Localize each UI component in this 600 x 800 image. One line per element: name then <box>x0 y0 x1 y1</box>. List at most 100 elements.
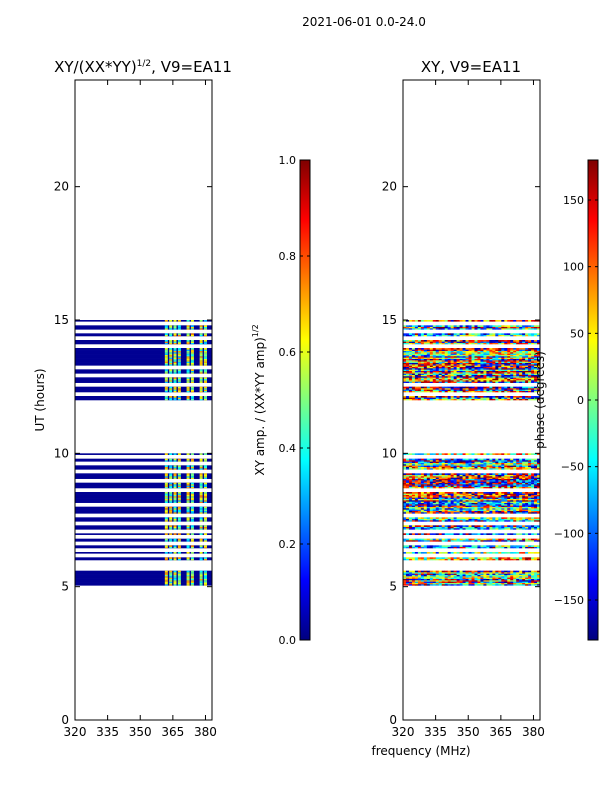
heat-cell <box>522 576 526 578</box>
heat-cell <box>525 478 529 481</box>
heat-cell <box>510 397 514 399</box>
heat-cell <box>486 473 490 475</box>
heat-cell <box>504 462 508 465</box>
heat-cell <box>432 378 437 381</box>
heat-cell <box>408 481 413 483</box>
heat-cell <box>444 574 448 577</box>
heat-cell <box>411 453 416 455</box>
heat-cell <box>474 390 478 393</box>
heat-cell <box>408 365 413 367</box>
heat-cell <box>403 497 407 499</box>
heat-cell <box>528 484 532 486</box>
heat-cell <box>534 580 538 582</box>
heat-cell <box>522 473 526 475</box>
heat-cell <box>453 356 457 358</box>
heat-cell <box>177 380 181 382</box>
heat-cell <box>177 328 181 330</box>
heat-cell <box>444 570 448 573</box>
heat-cell <box>199 466 203 469</box>
heat-cell <box>528 388 532 390</box>
heat-cell <box>498 485 502 487</box>
heat-cell <box>414 372 419 374</box>
heat-row <box>75 508 212 510</box>
heat-cell <box>516 520 520 522</box>
heat-cell <box>190 326 194 329</box>
heat-cell <box>462 533 466 535</box>
heat-cell <box>471 398 475 401</box>
heat-cell <box>486 528 490 530</box>
heat-cell <box>459 365 463 367</box>
heat-cell <box>441 460 445 462</box>
heat-cell <box>405 377 410 379</box>
heat-cell <box>169 581 173 583</box>
heat-cell <box>435 480 440 482</box>
heat-cell <box>513 377 517 379</box>
x-tick-label: 350 <box>129 725 152 739</box>
heat-cell <box>507 505 511 507</box>
heat-cell <box>462 370 466 373</box>
heat-cell <box>164 354 168 357</box>
heat-cell <box>429 484 434 486</box>
heat-cell <box>411 492 416 494</box>
heat-cell <box>522 528 526 530</box>
heat-cell <box>459 508 463 510</box>
heat-cell <box>519 533 523 535</box>
heat-cell <box>459 357 463 359</box>
heat-cell <box>203 328 207 330</box>
heat-cell <box>177 582 181 585</box>
heat-cell <box>447 492 451 494</box>
heat-cell <box>444 369 448 371</box>
heat-cell <box>405 525 410 527</box>
heat-cell <box>537 484 540 486</box>
heat-cell <box>186 528 190 530</box>
heat-cell <box>447 525 451 527</box>
heat-cell <box>429 357 434 359</box>
heat-cell <box>483 360 487 362</box>
heat-cell <box>190 582 194 585</box>
heat-cell <box>405 364 410 366</box>
heat-cell <box>507 533 511 535</box>
heat-cell <box>423 492 428 494</box>
heat-cell <box>438 477 443 479</box>
heat-cell <box>537 505 540 507</box>
heat-cell <box>462 474 466 477</box>
heat-cell <box>528 570 532 573</box>
heat-cell <box>483 517 487 519</box>
heat-cell <box>534 501 538 503</box>
heat-cell <box>507 485 511 487</box>
heat-cell <box>447 354 451 357</box>
heat-cell <box>411 501 416 503</box>
heat-cell <box>522 557 526 559</box>
heat-cell <box>408 362 413 365</box>
heat-cell <box>534 378 538 381</box>
heat-cell <box>450 480 454 482</box>
heat-cell <box>519 509 523 511</box>
heat-cell <box>190 578 194 581</box>
amp-axes-frame <box>74 79 213 721</box>
amp-heatmap <box>75 320 212 586</box>
heat-cell <box>444 538 448 541</box>
heat-cell <box>432 466 437 469</box>
heat-cell <box>186 509 190 511</box>
heat-cell <box>164 328 168 330</box>
heat-cell <box>450 538 454 541</box>
heat-cell <box>164 381 168 383</box>
heat-cell <box>444 582 448 585</box>
heat-cell <box>459 396 463 398</box>
heat-row <box>75 378 212 381</box>
heat-cell <box>501 578 505 581</box>
heat-cell <box>468 517 472 519</box>
heat-cell <box>190 485 194 487</box>
heat-cell <box>489 386 493 389</box>
heat-cell <box>169 493 173 495</box>
heat-cell <box>477 378 481 381</box>
heat-cell <box>468 510 472 513</box>
heat-cell <box>186 398 190 401</box>
heat-row <box>75 570 212 573</box>
heat-cell <box>164 476 168 478</box>
heat-cell <box>435 369 440 371</box>
heat-cell <box>531 370 535 373</box>
heat-cell <box>537 480 540 482</box>
heat-cell <box>537 578 540 581</box>
heat-cell <box>438 518 443 521</box>
